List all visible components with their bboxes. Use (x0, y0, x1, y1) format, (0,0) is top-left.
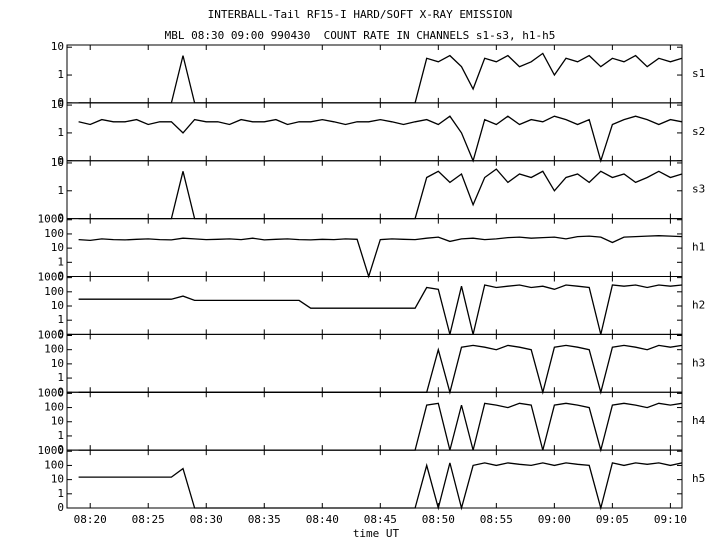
x-tick-label: 08:25 (132, 513, 165, 526)
y-tick-label: 10 (51, 98, 64, 111)
data-line (78, 462, 683, 511)
chart-title: INTERBALL-Tail RF15-I HARD/SOFT X-RAY EM… (208, 8, 513, 21)
x-tick-label: 08:55 (480, 513, 513, 526)
y-tick-label: 10 (51, 473, 64, 486)
y-tick-label: 10 (51, 241, 64, 254)
x-tick-label: 09:00 (538, 513, 571, 526)
y-tick-label: 100 (44, 227, 64, 240)
y-tick-label: 1000 (38, 213, 65, 226)
y-tick-label: 1 (57, 487, 64, 500)
y-tick-label: 1 (57, 126, 64, 139)
panel-label: s2 (692, 125, 705, 138)
x-axis-label: time UT (353, 527, 400, 540)
panel-label: h1 (692, 241, 705, 254)
x-tick-label: 08:30 (190, 513, 223, 526)
panel-label: h2 (692, 298, 705, 311)
y-tick-label: 0 (57, 96, 64, 109)
y-tick-label: 1000 (38, 328, 65, 341)
y-tick-label: 0 (57, 385, 64, 398)
y-tick-label: 1 (57, 184, 64, 197)
y-tick-label: 100 (44, 285, 64, 298)
data-line (78, 284, 683, 335)
y-tick-label: 0 (57, 501, 64, 514)
y-tick-label: 1 (57, 313, 64, 326)
y-tick-label: 0 (57, 443, 64, 456)
y-tick-label: 0 (57, 154, 64, 167)
y-tick-label: 10 (51, 40, 64, 53)
y-tick-label: 0 (57, 327, 64, 340)
data-line (78, 235, 683, 279)
panel-label: h4 (692, 414, 706, 427)
y-tick-label: 1 (57, 429, 64, 442)
x-tick-label: 08:20 (74, 513, 107, 526)
panel-label: h3 (692, 356, 705, 369)
y-tick-label: 1000 (38, 386, 65, 399)
y-tick-label: 100 (44, 401, 64, 414)
y-tick-label: 1000 (38, 271, 65, 284)
panel-label: s1 (692, 67, 705, 80)
y-tick-label: 10 (51, 156, 64, 169)
data-line (78, 115, 683, 164)
y-tick-label: 0 (57, 270, 64, 283)
panel-label: s3 (692, 183, 705, 196)
y-tick-label: 10 (51, 415, 64, 428)
x-tick-label: 08:50 (422, 513, 455, 526)
y-tick-label: 1 (57, 371, 64, 384)
y-tick-label: 10 (51, 357, 64, 370)
y-tick-label: 1 (57, 68, 64, 81)
y-tick-label: 0 (57, 212, 64, 225)
chart-subtitle: MBL 08:30 09:00 990430 COUNT RATE IN CHA… (165, 29, 556, 42)
x-tick-label: 09:10 (654, 513, 687, 526)
x-tick-label: 08:35 (248, 513, 281, 526)
x-tick-label: 09:05 (596, 513, 629, 526)
y-tick-label: 100 (44, 343, 64, 356)
x-tick-label: 08:40 (306, 513, 339, 526)
y-tick-label: 1000 (38, 444, 65, 457)
x-tick-label: 08:45 (364, 513, 397, 526)
y-tick-label: 1 (57, 255, 64, 268)
y-tick-label: 10 (51, 299, 64, 312)
panel-label: h5 (692, 472, 705, 485)
y-tick-label: 100 (44, 458, 64, 471)
